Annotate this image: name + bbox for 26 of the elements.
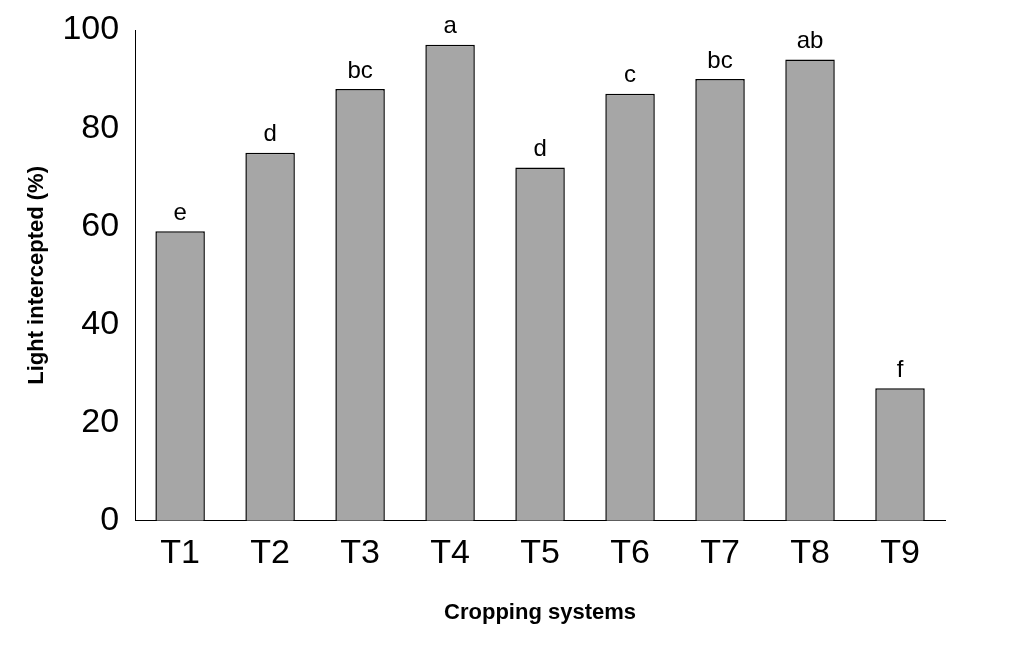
x-tick-label: T2 <box>250 531 290 570</box>
annotation: a <box>443 11 458 39</box>
annotation: bc <box>707 45 733 73</box>
y-tick-label: 60 <box>81 204 120 243</box>
y-axis-title: Light intercepted (%) <box>23 166 49 385</box>
y-tick-label: 20 <box>81 401 120 440</box>
x-tick-label: T8 <box>790 531 830 570</box>
x-axis-title: Cropping systems <box>444 598 637 624</box>
x-tick-label: T6 <box>610 531 650 570</box>
x-tick-label: T7 <box>700 531 740 570</box>
y-tick-label: 0 <box>100 499 120 538</box>
x-tick-label: T3 <box>340 531 380 570</box>
annotation: e <box>173 197 187 225</box>
annotation: d <box>533 134 547 162</box>
annotation: f <box>896 354 904 382</box>
annotation: ab <box>796 26 824 54</box>
y-tick-label: 40 <box>81 302 120 341</box>
y-tick-label: 100 <box>62 8 120 47</box>
annotation: d <box>263 119 277 147</box>
x-tick-label: T9 <box>880 531 920 570</box>
annotation: bc <box>347 55 373 83</box>
y-tick-label: 80 <box>81 106 120 145</box>
x-tick-label: T4 <box>430 531 470 570</box>
annotation: c <box>624 60 637 88</box>
x-tick-label: T1 <box>160 531 200 570</box>
x-tick-label: T5 <box>520 531 560 570</box>
